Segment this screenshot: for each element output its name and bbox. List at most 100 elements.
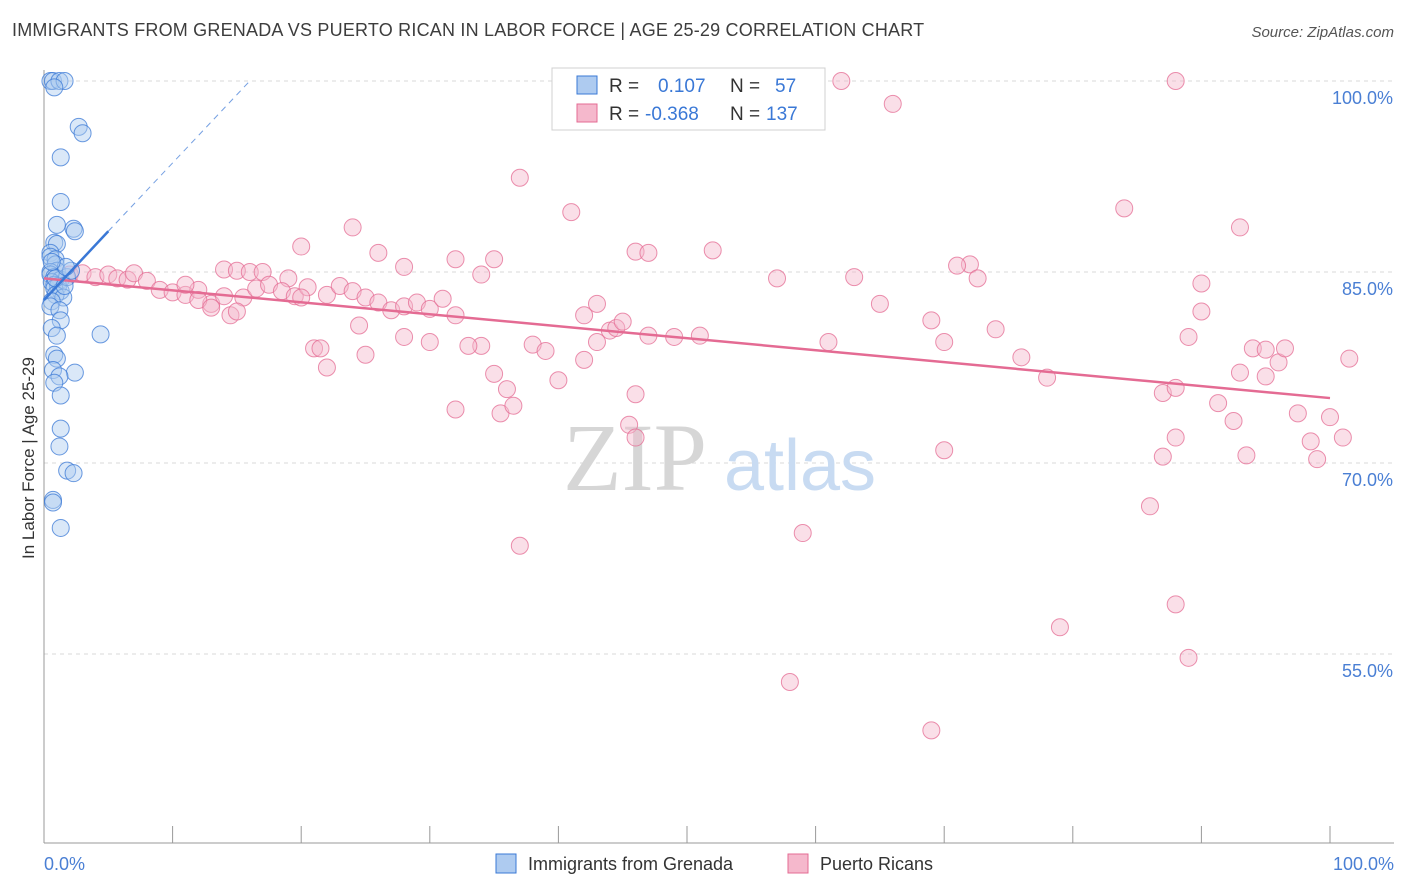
puerto-ricans-point-132	[626, 428, 645, 447]
puerto-ricans-point-111	[1288, 404, 1307, 423]
puerto-ricans-point-78	[504, 396, 523, 415]
grenada-point-6	[73, 124, 92, 143]
puerto-ricans-point-94	[819, 333, 838, 352]
puerto-ricans-point-62	[202, 298, 221, 317]
grenada-point-38	[47, 349, 66, 368]
puerto-ricans-point-119	[1140, 497, 1159, 516]
puerto-ricans-point-48	[298, 278, 317, 297]
puerto-ricans-point-114	[1321, 408, 1339, 427]
grenada-point-36	[91, 325, 110, 344]
puerto-ricans-point-25	[768, 269, 787, 288]
puerto-ricans-point-11	[446, 250, 465, 269]
legend-n-label-2: N =	[730, 104, 760, 125]
watermark-atlas: atlas	[724, 426, 876, 506]
puerto-ricans-point-10	[369, 243, 388, 262]
puerto-ricans-point-131	[510, 536, 529, 555]
puerto-ricans-point-8	[343, 218, 362, 237]
y-axis-label: In Labor Force | Age 25-29	[19, 357, 38, 559]
puerto-ricans-point-69	[356, 345, 375, 364]
grenada-point-7	[51, 148, 70, 167]
puerto-ricans-point-84	[613, 312, 632, 331]
puerto-ricans-point-130	[922, 721, 941, 740]
puerto-ricans-point-18	[227, 261, 246, 280]
trend-line-puerto-ricans	[43, 277, 1331, 400]
puerto-ricans-point-28	[968, 269, 987, 288]
grenada-point-35	[47, 326, 66, 345]
puerto-ricans-point-126	[1050, 618, 1069, 637]
x-axis-ticks	[172, 826, 1331, 843]
y-tick-label-100: 100.0%	[1332, 88, 1393, 108]
puerto-ricans-point-16	[1230, 218, 1249, 237]
puerto-ricans-point-23	[472, 265, 491, 284]
puerto-ricans-point-77	[459, 336, 478, 355]
grenada-point-3	[55, 72, 74, 90]
puerto-ricans-point-2	[832, 72, 851, 90]
puerto-ricans-point-105	[1209, 394, 1228, 413]
puerto-ricans-point-66	[305, 339, 324, 358]
legend-r-label-2: R =	[609, 104, 639, 125]
puerto-ricans-point-73	[472, 336, 491, 355]
legend-r-value-1: 0.107	[658, 76, 706, 97]
legend-swatch-pink	[576, 103, 598, 123]
puerto-ricans-point-36	[137, 271, 156, 290]
legend-item-puerto-ricans-label: Puerto Ricans	[820, 854, 933, 874]
series-legend: Immigrants from Grenada Puerto Ricans	[495, 853, 933, 874]
puerto-ricans-point-85	[575, 350, 594, 369]
legend-n-value-1: 57	[775, 76, 796, 97]
puerto-ricans-point-15	[960, 255, 979, 274]
trend-line-grenada	[43, 230, 110, 301]
puerto-ricans-point-71	[420, 333, 439, 352]
puerto-ricans-point-60	[176, 275, 195, 294]
legend-n-value-2: 137	[766, 104, 798, 125]
puerto-ricans-point-113	[1308, 450, 1327, 469]
puerto-ricans-point-129	[780, 673, 799, 692]
puerto-ricans-point-19	[240, 263, 259, 281]
puerto-ricans-point-9	[292, 237, 311, 256]
x-tick-label-min: 0.0%	[44, 854, 85, 874]
puerto-ricans-point-109	[1256, 367, 1275, 386]
puerto-ricans-point-112	[1301, 432, 1320, 451]
watermark-zip: ZIP	[563, 404, 707, 511]
legend-item-puerto-ricans-swatch	[787, 853, 809, 874]
grenada-point-33	[51, 311, 70, 330]
puerto-ricans-point-99	[1012, 348, 1031, 367]
grenada-point-4	[45, 78, 64, 97]
puerto-ricans-point-128	[1179, 648, 1198, 667]
puerto-ricans-point-122	[1275, 339, 1294, 358]
trend-line-grenada-extension	[107, 80, 251, 232]
grenada-point-44	[51, 419, 70, 438]
puerto-ricans-point-64	[227, 302, 246, 321]
puerto-ricans-point-27	[948, 256, 967, 275]
puerto-ricans-point-12	[626, 242, 645, 261]
puerto-ricans-point-80	[536, 341, 555, 360]
y-tick-labels: 100.0% 85.0% 70.0% 55.0%	[1332, 88, 1393, 681]
puerto-ricans-point-7	[1115, 199, 1134, 218]
puerto-ricans-point-4	[883, 94, 902, 113]
puerto-ricans-point-67	[311, 339, 330, 358]
puerto-ricans-point-95	[870, 294, 889, 313]
grenada-point-31	[41, 297, 60, 316]
puerto-ricans-point-68	[350, 316, 369, 335]
grenada-point-56	[42, 252, 61, 271]
puerto-ricans-point-49	[317, 285, 336, 304]
puerto-ricans-point-115	[1333, 428, 1352, 447]
y-tick-label-70: 70.0%	[1342, 470, 1393, 490]
puerto-ricans-point-118	[1153, 447, 1172, 466]
legend-swatch-blue	[576, 75, 598, 95]
legend-item-grenada-label: Immigrants from Grenada	[528, 854, 734, 874]
puerto-ricans-point-86	[549, 371, 568, 390]
puerto-ricans-point-125	[793, 524, 812, 543]
grenada-point-40	[65, 363, 84, 382]
trend-lines	[43, 80, 1331, 400]
gridlines	[44, 80, 1394, 655]
grenada-point-47	[64, 464, 83, 483]
grenada-point-50	[51, 518, 70, 537]
puerto-ricans-point-96	[922, 311, 941, 330]
stats-legend: R = 0.107 N = 57 R = -0.368 N = 137	[551, 67, 826, 131]
puerto-ricans-point-100	[1038, 368, 1057, 387]
puerto-ricans-point-6	[562, 203, 581, 222]
puerto-ricans-point-93	[690, 326, 709, 345]
puerto-ricans-point-32	[99, 265, 118, 284]
legend-r-value-2: -0.368	[645, 104, 699, 125]
